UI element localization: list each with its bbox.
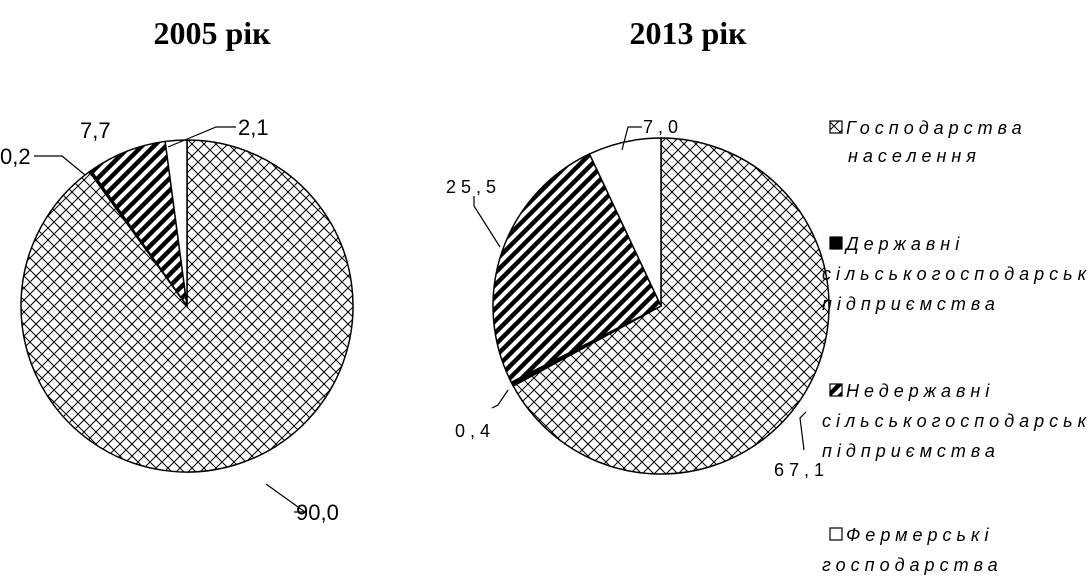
leader-line — [621, 126, 642, 151]
chart-title-2013: 2013 рік — [629, 15, 747, 51]
leader-line — [799, 411, 807, 451]
leader-line — [473, 196, 501, 248]
legend-label: господарства — [822, 555, 1003, 575]
legend-swatch — [829, 383, 843, 397]
legend-label: населення — [848, 146, 981, 166]
legend-label: Недержавні — [846, 381, 994, 401]
data-label: 0,2 — [0, 144, 31, 169]
pie-2013 — [492, 137, 830, 475]
legend-label: сільськогосподарські — [822, 411, 1088, 431]
labels-2013: 7,0 25,5 0,4 67,1 — [446, 117, 829, 480]
legend-label: підприємства — [822, 294, 1000, 314]
legend-swatch — [829, 236, 843, 250]
leader-line — [34, 155, 86, 176]
leader-line — [265, 483, 307, 513]
leader-line — [491, 389, 509, 409]
legend-swatch — [829, 120, 843, 134]
legend-label: підприємства — [822, 441, 1000, 461]
data-label: 67,1 — [774, 460, 829, 480]
legend-label: Фермерські — [846, 525, 993, 545]
legend-item-households: Господарства населення — [829, 118, 1027, 166]
slice-farms — [164, 139, 188, 307]
slice-nonstate-enterprises — [492, 153, 662, 384]
legend-label: Державні — [844, 234, 964, 254]
pie-2005 — [20, 139, 354, 473]
legend-label: сільськогосподарські — [822, 264, 1088, 284]
legend: Господарства населення Державні сільсько… — [822, 118, 1088, 575]
legend-item-state-enterprises: Державні сільськогосподарські підприємст… — [822, 234, 1088, 314]
data-label: 7,7 — [80, 118, 111, 143]
labels-2005: 90,0 0,2 7,7 2,1 — [0, 115, 339, 525]
data-label: 7,0 — [643, 117, 683, 137]
legend-label: Господарства — [846, 118, 1027, 138]
data-label: 90,0 — [296, 500, 339, 525]
data-label: 2,1 — [238, 115, 269, 140]
slice-households — [512, 137, 830, 475]
data-label: 0,4 — [455, 421, 495, 441]
data-label: 25,5 — [446, 177, 501, 197]
chart-title-2005: 2005 рік — [153, 15, 271, 51]
legend-item-nonstate-enterprises: Недержавні сільськогосподарські підприєм… — [822, 381, 1088, 461]
legend-item-farms: Фермерські господарства — [822, 525, 1003, 575]
leader-line — [167, 126, 236, 148]
legend-swatch — [829, 527, 843, 541]
